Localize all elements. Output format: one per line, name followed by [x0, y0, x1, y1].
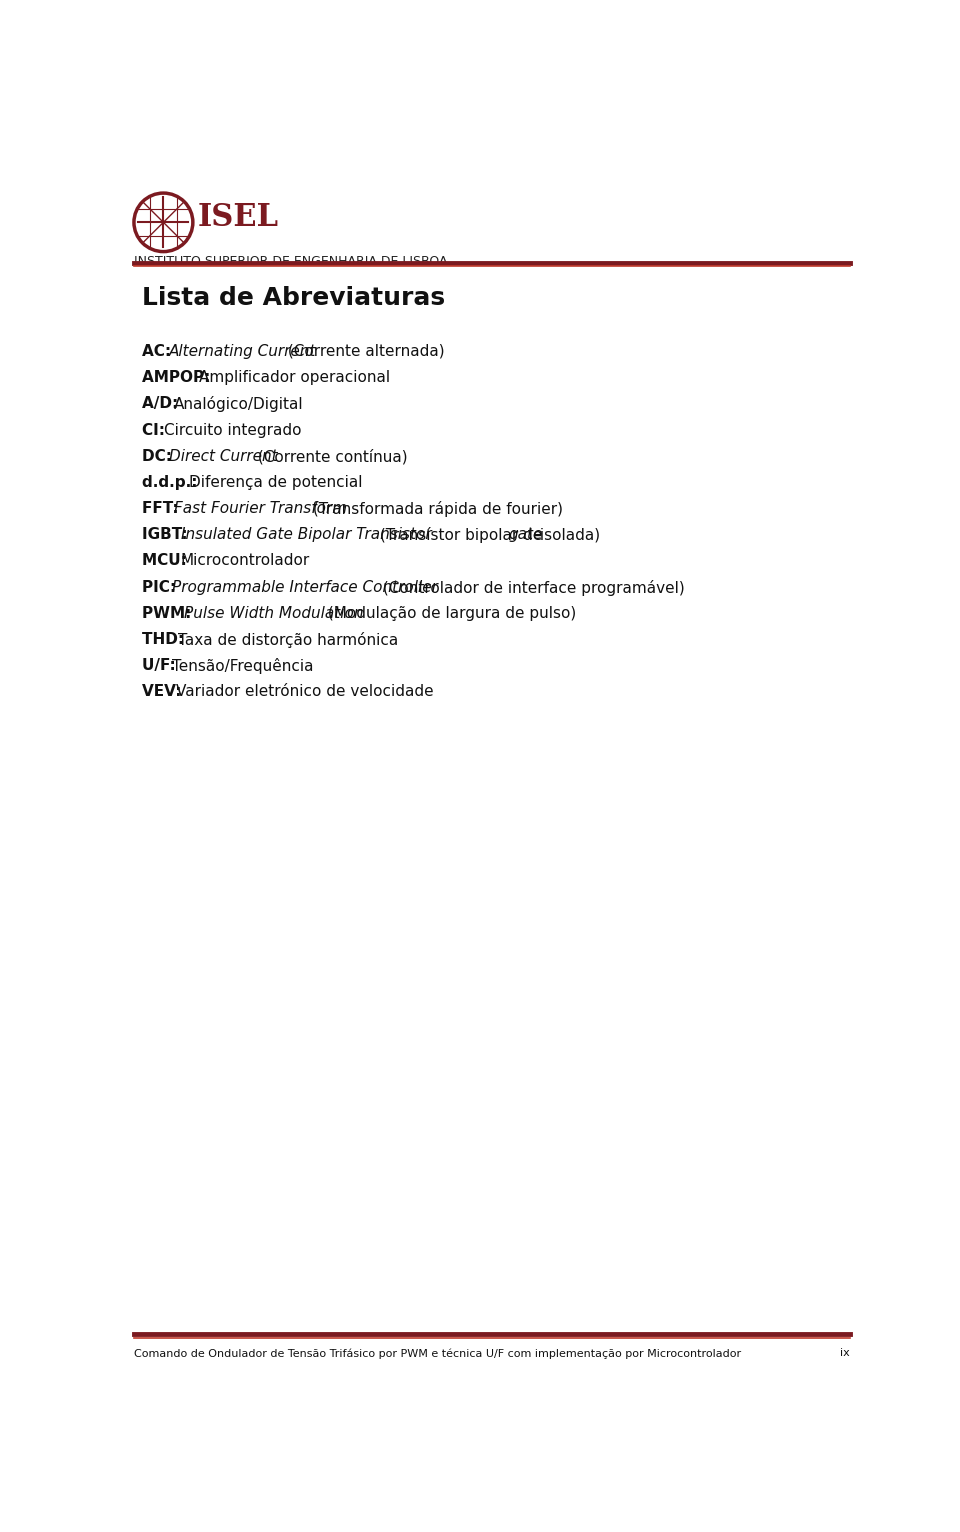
Text: DC:: DC: [142, 449, 177, 464]
Text: PWM:: PWM: [142, 605, 197, 620]
Text: ix: ix [840, 1348, 850, 1357]
Text: AMPOP:: AMPOP: [142, 371, 215, 385]
Text: (Transístor bipolar de: (Transístor bipolar de [375, 527, 547, 544]
Text: IGBT:: IGBT: [142, 527, 193, 542]
Text: gate: gate [509, 527, 543, 542]
Text: A/D:: A/D: [142, 397, 183, 412]
Text: Analógico/Digital: Analógico/Digital [174, 397, 303, 412]
Text: Variador eletrónico de velocidade: Variador eletrónico de velocidade [177, 685, 434, 699]
Text: CI:: CI: [142, 423, 170, 438]
Text: VEV:: VEV: [142, 685, 186, 699]
Text: Diferença de potencial: Diferença de potencial [189, 475, 362, 490]
Text: Insulated Gate Bipolar Transistor: Insulated Gate Bipolar Transistor [181, 527, 432, 542]
Text: (Controlador de interface programável): (Controlador de interface programável) [378, 579, 685, 596]
Text: (Modulação de largura de pulso): (Modulação de largura de pulso) [324, 605, 576, 620]
Text: Taxa de distorção harmónica: Taxa de distorção harmónica [179, 633, 398, 648]
Text: PIC:: PIC: [142, 579, 181, 594]
Text: (Corrente alternada): (Corrente alternada) [282, 345, 444, 358]
Text: THD:: THD: [142, 633, 189, 647]
Text: Programmable Interface Controller: Programmable Interface Controller [172, 579, 438, 594]
Text: d.d.p.:: d.d.p.: [142, 475, 203, 490]
Text: isolada): isolada) [536, 527, 601, 542]
Text: Lista de Abreviaturas: Lista de Abreviaturas [142, 286, 444, 311]
Text: MCU:: MCU: [142, 553, 192, 568]
Text: ISEL: ISEL [198, 202, 278, 233]
Text: FFT:: FFT: [142, 501, 183, 516]
Text: Amplificador operacional: Amplificador operacional [199, 371, 390, 385]
Text: Direct Current: Direct Current [169, 449, 277, 464]
Text: INSTITUTO SUPERIOR DE ENGENHARIA DE LISBOA: INSTITUTO SUPERIOR DE ENGENHARIA DE LISB… [134, 256, 447, 268]
Text: Fast Fourier Transform: Fast Fourier Transform [174, 501, 348, 516]
Text: Circuito integrado: Circuito integrado [163, 423, 301, 438]
Text: (Transformada rápida de fourier): (Transformada rápida de fourier) [308, 501, 564, 518]
Text: AC:: AC: [142, 345, 176, 358]
Text: (Corrente contínua): (Corrente contínua) [253, 449, 408, 464]
Text: Alternating Current: Alternating Current [168, 345, 316, 358]
Text: Pulse Width Modulation: Pulse Width Modulation [184, 605, 364, 620]
Text: Tensão/Frequência: Tensão/Frequência [172, 659, 313, 674]
Text: Comando de Ondulador de Tensão Trifásico por PWM e técnica U/F com implementação: Comando de Ondulador de Tensão Trifásico… [134, 1348, 741, 1359]
Text: U/F:: U/F: [142, 659, 180, 673]
Text: Microcontrolador: Microcontrolador [180, 553, 310, 568]
